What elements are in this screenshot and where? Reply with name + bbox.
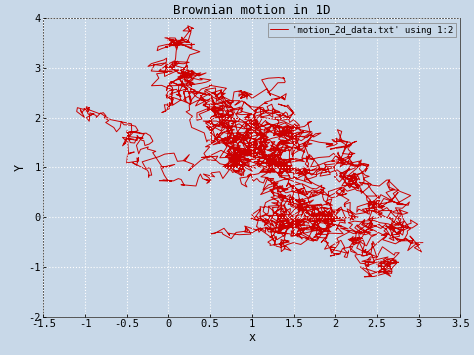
'motion_2d_data.txt' using 1:2 xyxy=(348,228,354,233)
Legend: 'motion_2d_data.txt' using 1:2: 'motion_2d_data.txt' using 1:2 xyxy=(268,23,456,37)
'motion_2d_data.txt' using 1:2 xyxy=(226,158,232,163)
'motion_2d_data.txt' using 1:2 xyxy=(263,225,269,229)
'motion_2d_data.txt' using 1:2 xyxy=(146,171,152,175)
'motion_2d_data.txt' using 1:2 xyxy=(237,116,242,121)
Y-axis label: Y: Y xyxy=(14,164,27,171)
'motion_2d_data.txt' using 1:2 xyxy=(185,24,191,28)
Line: 'motion_2d_data.txt' using 1:2: 'motion_2d_data.txt' using 1:2 xyxy=(77,26,423,277)
'motion_2d_data.txt' using 1:2 xyxy=(201,103,206,108)
'motion_2d_data.txt' using 1:2 xyxy=(285,166,291,170)
Title: Brownian motion in 1D: Brownian motion in 1D xyxy=(173,4,331,17)
X-axis label: x: x xyxy=(248,331,255,344)
'motion_2d_data.txt' using 1:2 xyxy=(420,240,426,245)
'motion_2d_data.txt' using 1:2 xyxy=(362,275,367,279)
